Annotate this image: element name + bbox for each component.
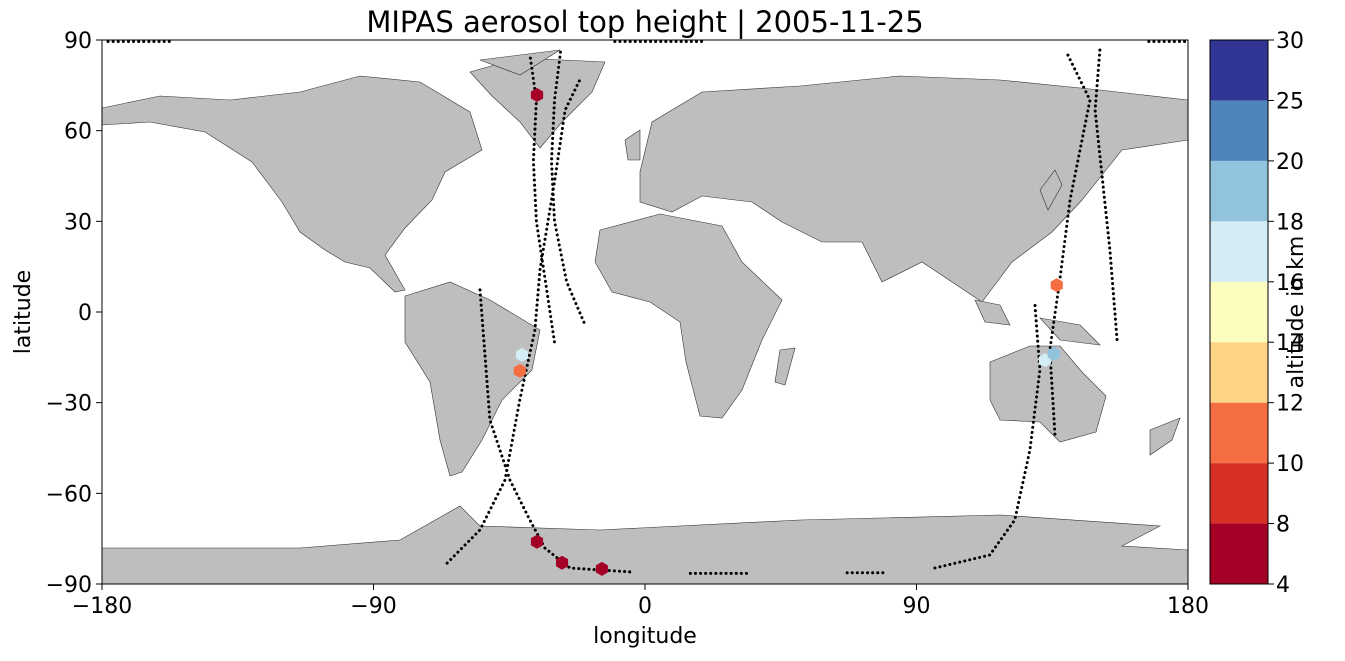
colorbar-tick-label: 8 xyxy=(1276,513,1290,538)
colorbar-segment xyxy=(1210,160,1268,222)
antarctica xyxy=(102,505,1188,584)
colorbar-segment xyxy=(1210,40,1268,101)
colorbar-segment xyxy=(1210,463,1268,524)
y-tick-label: 30 xyxy=(64,210,92,235)
colorbar-segment xyxy=(1210,221,1268,282)
islands xyxy=(479,49,1181,456)
aerosol-point xyxy=(530,88,544,102)
colorbar-tick-label: 10 xyxy=(1276,452,1304,477)
x-axis-label: longitude xyxy=(593,624,697,649)
aerosol-point xyxy=(515,347,528,362)
colorbar-segment xyxy=(1210,402,1268,464)
y-tick-label: 0 xyxy=(78,301,92,326)
colorbar-label: altitude in km xyxy=(1284,236,1309,389)
colorbar-segment xyxy=(1210,523,1268,584)
land xyxy=(102,49,1188,584)
aerosol-point xyxy=(595,561,608,576)
colorbar-segment xyxy=(1210,281,1268,343)
chart-title: MIPAS aerosol top height | 2005-11-25 xyxy=(366,5,923,39)
y-tick-label: −30 xyxy=(46,392,92,417)
orbit-track xyxy=(478,288,632,574)
north-america xyxy=(102,75,483,293)
colorbar-tick-label: 4 xyxy=(1276,573,1290,598)
colorbar-segment xyxy=(1210,100,1268,161)
south-america xyxy=(404,281,541,477)
colorbar-tick-label: 20 xyxy=(1276,150,1304,175)
x-tick-label: 90 xyxy=(903,594,931,619)
y-axis-label: latitude xyxy=(11,270,36,354)
colorbar-tick-label: 30 xyxy=(1276,29,1304,54)
tracks xyxy=(106,40,1187,575)
eurasia xyxy=(639,75,1188,303)
colorbar-tick-label: 18 xyxy=(1276,210,1304,235)
y-tick-label: −60 xyxy=(46,482,92,507)
colorbar-tick-label: 25 xyxy=(1276,89,1304,114)
orbit-track xyxy=(549,50,587,326)
x-tick-label: −180 xyxy=(72,594,132,619)
y-tick-label: 90 xyxy=(64,29,92,54)
aerosol-point xyxy=(530,534,544,549)
x-tick-label: 180 xyxy=(1167,594,1209,619)
colorbar-segment xyxy=(1210,342,1268,403)
africa xyxy=(594,213,783,419)
x-tick-label: 0 xyxy=(638,594,652,619)
orbit-track xyxy=(1093,48,1119,342)
colorbar-tick-label: 16 xyxy=(1276,271,1304,296)
colorbar-frame xyxy=(1209,39,1269,585)
y-tick-label: 60 xyxy=(64,120,92,145)
orbit-track xyxy=(933,301,1042,570)
orbit-track xyxy=(1048,53,1092,437)
orbit-track xyxy=(445,78,582,565)
aerosol-point xyxy=(556,555,569,570)
x-tick-label: −90 xyxy=(350,594,396,619)
colorbar-tick-label: 12 xyxy=(1276,392,1304,417)
colorbar-tick-label: 14 xyxy=(1276,331,1304,356)
aerosol-point xyxy=(1050,278,1063,293)
y-tick-label: −90 xyxy=(46,573,92,598)
australia xyxy=(989,345,1107,443)
aerosol-point xyxy=(1047,347,1060,361)
aerosol-point xyxy=(513,363,526,378)
